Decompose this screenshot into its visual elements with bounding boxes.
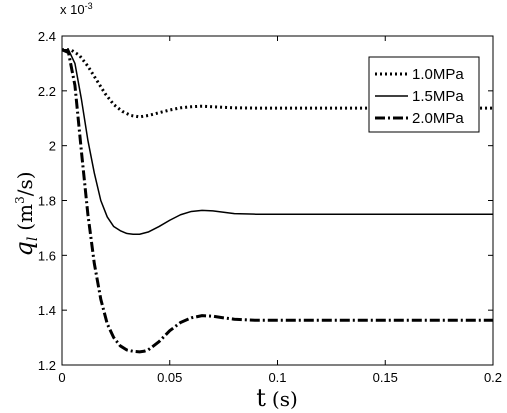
x-tick-label: 0.1	[268, 370, 286, 385]
x-axis-title: t (s)	[256, 384, 298, 412]
x-tick-label: 0	[58, 370, 65, 385]
series-layer	[61, 48, 493, 354]
x-axis-unit: (s)	[272, 387, 298, 411]
legend-box	[368, 56, 480, 133]
y-axis-symbol: q	[10, 241, 38, 256]
y-axis-title: ql (m3/s)	[10, 171, 41, 256]
y-axis-unit-end: /s)	[13, 171, 37, 196]
y-axis-unit: (m	[13, 204, 37, 231]
legend-label-2: 1.5MPa	[412, 88, 464, 105]
x-tick-label: 0.2	[484, 370, 502, 385]
y-tick-label: 2.4	[38, 29, 56, 44]
y-multiplier-exponent: -3	[85, 1, 93, 11]
legend-label-1: 1.0MPa	[412, 66, 464, 83]
y-multiplier-base: x 10	[60, 2, 85, 17]
legend: 1.0MPa 1.5MPa 2.0MPa	[368, 56, 480, 133]
y-tick-label: 1.4	[38, 303, 56, 318]
y-axis-unit-sup: 3	[13, 196, 27, 204]
series-line-2	[62, 48, 493, 235]
x-tick-label: 0.05	[157, 370, 182, 385]
y-tick-label: 1.6	[38, 248, 56, 263]
tick-layer: 0 0.05 0.1 0.15 0.2 1.2 1.4 1.6 1.8 2 2.2 2.4	[38, 29, 502, 385]
legend-label-3: 2.0MPa	[412, 110, 464, 127]
series-line-3	[61, 48, 493, 354]
y-tick-label: 2	[49, 139, 56, 154]
y-axis-subscript: l	[25, 237, 41, 241]
y-tick-label: 1.2	[38, 358, 56, 373]
series-line-1	[62, 48, 493, 119]
x-axis-symbol: t	[256, 384, 266, 412]
y-tick-label: 2.2	[38, 84, 56, 99]
y-tick-label: 1.8	[38, 194, 56, 209]
y-multiplier: x 10-3	[60, 1, 93, 17]
x-tick-label: 0.15	[373, 370, 398, 385]
